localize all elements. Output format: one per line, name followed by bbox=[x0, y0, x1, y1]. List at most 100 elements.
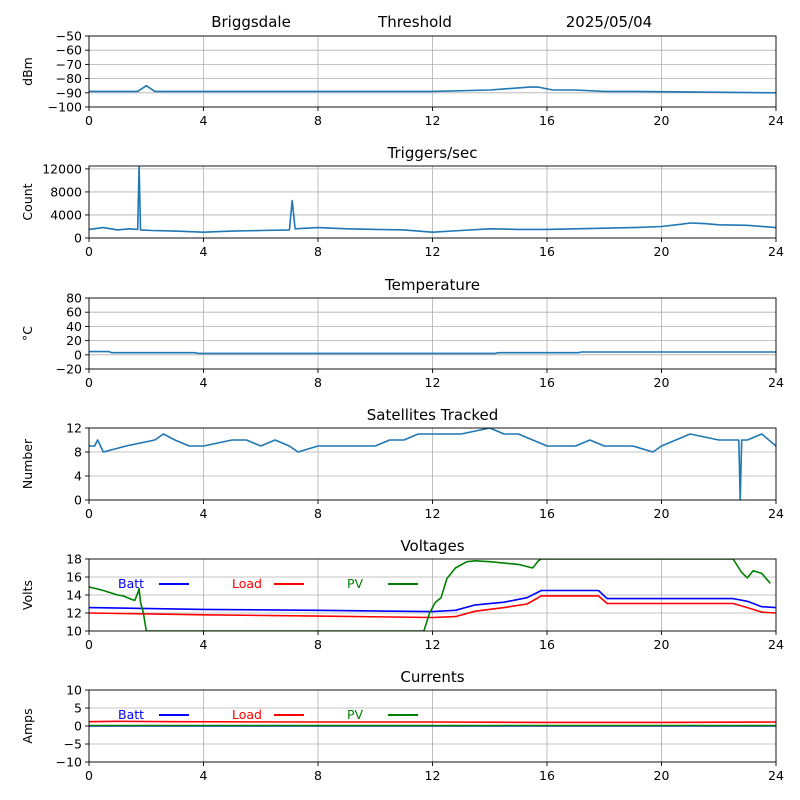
y-tick-label: 8 bbox=[74, 445, 82, 460]
x-tick-label: 20 bbox=[654, 244, 670, 259]
x-tick-label: 8 bbox=[314, 375, 322, 390]
y-tick-label: 14 bbox=[66, 588, 82, 603]
y-tick-label: −50 bbox=[56, 29, 82, 44]
panel-title: Triggers/sec bbox=[387, 144, 478, 162]
x-tick-label: 12 bbox=[425, 375, 441, 390]
x-tick-label: 12 bbox=[425, 506, 441, 521]
x-tick-label: 16 bbox=[539, 244, 555, 259]
y-tick-label: 10 bbox=[66, 624, 82, 639]
x-tick-label: 4 bbox=[200, 375, 208, 390]
y-tick-label: 0 bbox=[74, 231, 82, 246]
y-tick-label: −100 bbox=[48, 100, 82, 115]
y-tick-label: 80 bbox=[66, 291, 82, 306]
y-tick-label: 0 bbox=[74, 493, 82, 508]
x-tick-label: 12 bbox=[425, 768, 441, 783]
y-tick-label: 40 bbox=[66, 319, 82, 334]
x-tick-label: 0 bbox=[85, 768, 93, 783]
y-axis-label: Number bbox=[20, 438, 35, 489]
y-tick-label: 0 bbox=[74, 719, 82, 734]
x-tick-label: 12 bbox=[425, 244, 441, 259]
series-line-0 bbox=[89, 350, 776, 355]
y-axis-label: dBm bbox=[20, 57, 35, 86]
legend-label-pv: PV bbox=[347, 576, 364, 591]
x-tick-label: 20 bbox=[654, 506, 670, 521]
legend-label-load: Load bbox=[232, 576, 262, 591]
panel-4: 0 4 8 12 16 20 24 10 12 14 16 18 Voltages Volts Batt Lo… bbox=[20, 537, 784, 652]
x-tick-label: 24 bbox=[768, 244, 784, 259]
y-tick-label: 12000 bbox=[42, 161, 82, 176]
series-line-pv bbox=[89, 559, 771, 631]
y-axis-label: Count bbox=[20, 183, 35, 220]
x-tick-label: 4 bbox=[200, 244, 208, 259]
x-tick-label: 16 bbox=[539, 375, 555, 390]
y-tick-label: 0 bbox=[74, 347, 82, 362]
legend-label-batt: Batt bbox=[118, 576, 144, 591]
y-axis-label: Volts bbox=[20, 580, 35, 610]
x-tick-label: 20 bbox=[654, 637, 670, 652]
x-tick-label: 0 bbox=[85, 113, 93, 128]
x-tick-label: 0 bbox=[85, 244, 93, 259]
x-tick-label: 16 bbox=[539, 113, 555, 128]
series-line-load bbox=[89, 720, 776, 724]
series-line-0 bbox=[89, 166, 776, 233]
legend-label-batt: Batt bbox=[118, 707, 144, 722]
x-tick-label: 16 bbox=[539, 506, 555, 521]
date-title: 2025/05/04 bbox=[566, 13, 652, 31]
y-axis-label: Amps bbox=[20, 708, 35, 743]
series-line-0 bbox=[89, 84, 776, 94]
y-tick-label: 8000 bbox=[50, 184, 82, 199]
x-tick-label: 24 bbox=[768, 375, 784, 390]
y-tick-label: −90 bbox=[56, 85, 82, 100]
panel-title: Currents bbox=[400, 668, 464, 686]
y-tick-label: 12 bbox=[66, 606, 82, 621]
x-tick-label: 4 bbox=[200, 768, 208, 783]
series-line-0 bbox=[89, 428, 776, 500]
y-tick-label: −5 bbox=[64, 737, 82, 752]
x-tick-label: 8 bbox=[314, 768, 322, 783]
x-tick-label: 0 bbox=[85, 637, 93, 652]
y-tick-label: −60 bbox=[56, 43, 82, 58]
y-tick-label: 5 bbox=[74, 701, 82, 716]
x-tick-label: 0 bbox=[85, 506, 93, 521]
x-tick-label: 8 bbox=[314, 637, 322, 652]
x-tick-label: 8 bbox=[314, 506, 322, 521]
x-tick-label: 16 bbox=[539, 637, 555, 652]
x-tick-label: 8 bbox=[314, 113, 322, 128]
series-line-load bbox=[89, 595, 776, 619]
legend-label-pv: PV bbox=[347, 707, 364, 722]
y-tick-label: 4000 bbox=[50, 207, 82, 222]
x-tick-label: 24 bbox=[768, 637, 784, 652]
y-tick-label: 60 bbox=[66, 305, 82, 320]
panel-title: Temperature bbox=[384, 276, 480, 294]
panel-1: 0 4 8 12 16 20 24 0 4000 8000 12000 Triggers/sec Cou… bbox=[20, 144, 784, 259]
panel-3: 0 4 8 12 16 20 24 0 4 8 12 Satellites Tracked Number bbox=[20, 406, 784, 521]
y-tick-label: 10 bbox=[66, 683, 82, 698]
x-tick-label: 4 bbox=[200, 506, 208, 521]
panel-0: 0 4 8 12 16 20 24 −100−90−80−70−60−50 dBm bbox=[20, 29, 784, 129]
y-tick-label: 20 bbox=[66, 333, 82, 348]
mode-title: Threshold bbox=[377, 13, 452, 31]
y-axis-label: °C bbox=[20, 326, 35, 341]
y-tick-label: −10 bbox=[56, 755, 82, 770]
x-tick-label: 20 bbox=[654, 375, 670, 390]
y-tick-label: −20 bbox=[56, 362, 82, 377]
y-tick-label: 16 bbox=[66, 570, 82, 585]
x-tick-label: 8 bbox=[314, 244, 322, 259]
y-tick-label: 4 bbox=[74, 469, 82, 484]
x-tick-label: 20 bbox=[654, 768, 670, 783]
x-tick-label: 12 bbox=[425, 113, 441, 128]
legend-label-load: Load bbox=[232, 707, 262, 722]
x-tick-label: 4 bbox=[200, 637, 208, 652]
y-tick-label: −80 bbox=[56, 71, 82, 86]
y-tick-label: −70 bbox=[56, 57, 82, 72]
x-tick-label: 0 bbox=[85, 375, 93, 390]
y-tick-label: 18 bbox=[66, 552, 82, 567]
x-tick-label: 16 bbox=[539, 768, 555, 783]
y-tick-label: 12 bbox=[66, 421, 82, 436]
series-line-batt bbox=[89, 589, 776, 613]
x-tick-label: 4 bbox=[200, 113, 208, 128]
panel-5: 0 4 8 12 16 20 24 −10 −5 0 5 10 Currents Amps Batt Load… bbox=[20, 668, 784, 783]
x-tick-label: 20 bbox=[654, 113, 670, 128]
